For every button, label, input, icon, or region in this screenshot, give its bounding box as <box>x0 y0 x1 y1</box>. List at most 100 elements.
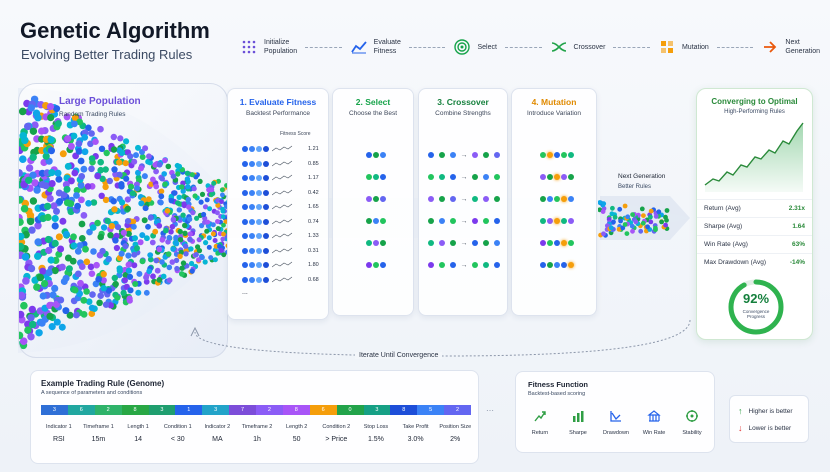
population-ball <box>113 244 120 252</box>
population-ball <box>206 244 212 250</box>
gene-dot <box>546 174 553 180</box>
next-gen-ball <box>639 206 645 212</box>
arrow-right-icon: → <box>460 173 468 181</box>
genome-param: Indicator 2 MA <box>204 424 231 443</box>
next-gen-ball <box>612 214 618 220</box>
population-ball <box>34 252 42 260</box>
gene-dot <box>365 174 372 180</box>
gene-dot <box>493 174 500 180</box>
convergence-value: 92% <box>742 291 770 306</box>
population-ball <box>55 175 63 183</box>
arrow-right-icon: → <box>460 217 468 225</box>
population-ball <box>86 228 93 236</box>
gene-dot <box>560 218 567 224</box>
gene-dot <box>249 160 255 167</box>
population-ball <box>97 158 104 166</box>
population-ball <box>148 181 155 187</box>
genome-subtitle: A sequence of parameters and conditions <box>41 390 143 396</box>
gene-dot <box>553 262 560 268</box>
population-ball <box>120 289 127 297</box>
optimal-subtitle: High-Performing Rules <box>724 109 785 115</box>
population-ball <box>94 219 101 227</box>
gene-dot <box>449 152 456 158</box>
population-ball <box>111 274 119 282</box>
population-ball <box>71 114 79 122</box>
population-ball <box>29 320 37 329</box>
population-ball <box>136 270 143 277</box>
gene-dot <box>546 262 553 268</box>
population-ball <box>158 188 165 195</box>
gene-dot <box>493 218 500 224</box>
mutation-row <box>524 254 590 276</box>
population-ball <box>206 235 212 241</box>
population-ball <box>146 268 153 275</box>
performance-chart <box>704 122 804 192</box>
population-ball <box>44 213 52 221</box>
gene-dot <box>546 196 553 202</box>
population-ball <box>87 140 94 148</box>
population-funnel: Large Population Random Trading Rules <box>18 83 228 358</box>
genome-param: Length 1 14 <box>127 424 149 443</box>
gene-dot <box>482 262 489 268</box>
target-icon <box>453 38 471 56</box>
population-ball <box>78 235 86 242</box>
gene-segment: 3 <box>202 405 230 415</box>
population-ball <box>77 157 85 165</box>
gene-dot <box>249 233 255 240</box>
population-ball <box>154 267 161 274</box>
gene-dot <box>379 218 386 224</box>
population-ball <box>57 296 65 304</box>
gene-dot <box>365 240 372 246</box>
population-ball <box>26 217 35 226</box>
population-ball <box>130 223 137 230</box>
arrow-right-icon <box>761 38 779 56</box>
population-ball <box>38 319 46 327</box>
iterate-loop-arrow <box>190 319 691 357</box>
population-ball <box>54 169 62 177</box>
population-ball <box>24 122 32 131</box>
next-gen-ball <box>638 228 644 234</box>
gene-dot <box>567 196 574 202</box>
gene-dot <box>493 152 500 158</box>
population-ball <box>53 105 61 113</box>
population-ball <box>31 179 39 187</box>
population-ball <box>26 211 35 220</box>
gene-dot <box>249 247 255 254</box>
next-gen-ball <box>640 220 646 226</box>
fitness-row: 0.74 <box>242 215 322 230</box>
gene-segment: 3 <box>363 405 391 415</box>
population-ball <box>133 152 139 159</box>
gene-dot <box>471 218 478 224</box>
gene-dot <box>242 218 248 225</box>
population-ball <box>42 182 50 190</box>
population-ball <box>71 120 78 128</box>
gene-dot <box>546 218 553 224</box>
population-ball <box>150 176 156 183</box>
population-ball <box>173 257 180 264</box>
gene-segment: 8 <box>390 405 418 415</box>
next-gen-ball <box>618 218 623 224</box>
population-ball <box>149 239 156 246</box>
population-ball <box>180 212 186 218</box>
mutation-row <box>524 188 590 210</box>
gene-dot <box>482 240 489 246</box>
population-ball <box>175 200 181 206</box>
population-ball <box>204 197 210 203</box>
gene-dot <box>449 196 456 202</box>
population-ball <box>88 270 96 277</box>
population-ball <box>171 190 178 196</box>
gene-dot <box>372 196 379 202</box>
population-ball <box>210 231 216 237</box>
population-ball <box>189 172 195 178</box>
gene-segment: 1 <box>175 405 203 415</box>
population-ball <box>177 228 183 235</box>
population-ball <box>78 196 85 204</box>
genome-title: Example Trading Rule (Genome) <box>41 379 165 388</box>
population-ball <box>117 135 124 142</box>
gene-dot <box>249 189 255 196</box>
population-ball <box>84 183 92 190</box>
population-ball <box>134 185 140 192</box>
population-ball <box>125 261 132 268</box>
population-ball <box>98 192 105 199</box>
population-ball <box>108 222 116 230</box>
